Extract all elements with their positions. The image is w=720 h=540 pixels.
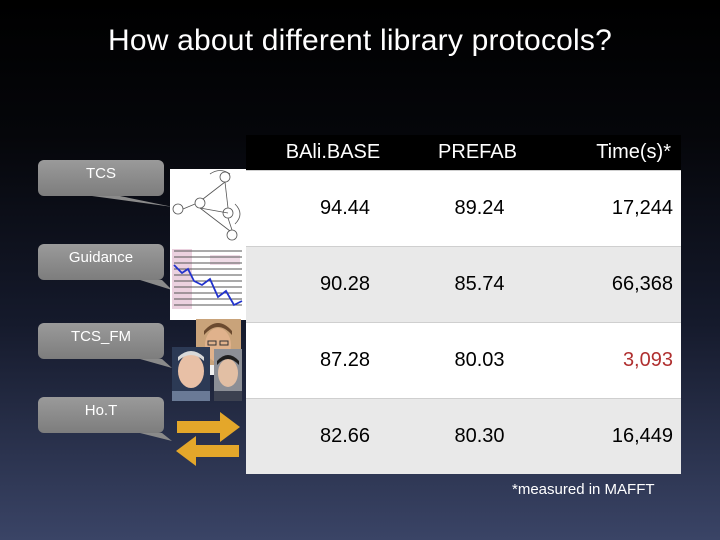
callout-tcs: TCS [38,160,164,196]
callout-tcs-fm: TCS_FM [38,323,164,359]
table-row: 82.66 80.30 16,449 [246,398,681,474]
footnote: *measured in MAFFT [512,481,655,498]
callout-guidance: Guidance [38,244,164,280]
cell-prefab: 85.74 [412,246,543,323]
callout-hot: Ho.T [38,397,164,433]
cell-balibase: 94.44 [246,170,412,247]
cell-prefab: 89.24 [412,170,543,247]
table-row: 87.28 80.03 3,093 [246,322,681,399]
alignment-plot-thumbnail [170,245,246,320]
cell-balibase: 82.66 [246,398,412,474]
pointer-tcs [92,196,173,207]
cell-prefab: 80.30 [412,398,543,474]
portrait-photo-right [214,349,242,401]
header-prefab: PREFAB [412,135,543,171]
slide-title: How about different library protocols? [108,24,612,57]
bidirectional-arrows-icon [176,412,240,466]
table-row: 94.44 89.24 17,244 [246,170,681,247]
header-time: Time(s)* [543,135,681,171]
cell-balibase: 90.28 [246,246,412,323]
arrow-right-icon [177,412,240,442]
cell-time-highlight: 3,093 [543,322,681,399]
cell-prefab: 80.03 [412,322,543,399]
callout-pointers [92,196,173,441]
table-header-row: BAli.BASE PREFAB Time(s)* [246,135,681,171]
cell-time: 16,449 [543,398,681,474]
pointer-tcs-fm [140,359,172,368]
arrow-left-icon [176,436,239,466]
results-table: BAli.BASE PREFAB Time(s)* 94.44 89.24 17… [246,135,681,474]
cell-time: 66,368 [543,246,681,323]
table-row: 90.28 85.74 66,368 [246,246,681,323]
pointer-hot [140,433,172,441]
cell-time: 17,244 [543,170,681,247]
portrait-photo-left [172,347,210,401]
header-balibase: BAli.BASE [246,135,412,171]
cell-balibase: 87.28 [246,322,412,399]
pointer-guidance [140,280,172,290]
graph-diagram-thumbnail [170,169,246,246]
